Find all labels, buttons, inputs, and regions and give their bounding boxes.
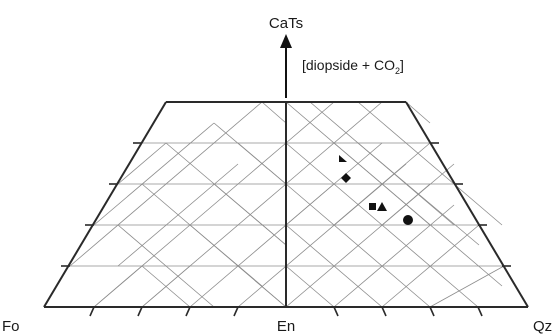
vertex-label-qz: Qz bbox=[533, 318, 552, 335]
sample-small-square bbox=[369, 203, 376, 210]
grid-diagonal-line bbox=[285, 265, 335, 308]
sample-small-triangle bbox=[339, 155, 347, 162]
tick-marks bbox=[61, 142, 511, 317]
note-suffix: ] bbox=[400, 57, 404, 73]
grid-diagonal-line bbox=[237, 142, 287, 185]
grid-diagonal-line bbox=[285, 183, 431, 308]
cats-label: CaTs bbox=[269, 15, 303, 32]
sample-diamond bbox=[341, 173, 351, 183]
grid-diagonal-line bbox=[213, 183, 287, 246]
grid-diagonal-line bbox=[237, 265, 287, 308]
tick-mark bbox=[185, 306, 191, 317]
outline-right-edge bbox=[405, 101, 529, 308]
grid-diagonal-line bbox=[69, 101, 263, 267]
cats-axis-arrow bbox=[280, 34, 292, 98]
tick-mark bbox=[429, 306, 435, 317]
note-subscript: 2 bbox=[395, 66, 400, 76]
sample-circle bbox=[403, 215, 413, 225]
grid-diagonal-line bbox=[117, 142, 167, 185]
grid-diagonal-line bbox=[357, 101, 503, 226]
grid-diagonal-line bbox=[261, 101, 287, 124]
vertex-label-fo: Fo bbox=[2, 318, 20, 335]
grid-diagonal-line bbox=[285, 224, 383, 308]
sample-markers bbox=[339, 155, 413, 225]
grid-diagonal-line bbox=[189, 142, 287, 226]
note-prefix: [diopside + CO bbox=[302, 57, 395, 73]
tick-mark bbox=[381, 306, 387, 317]
diopside-co2-note: [diopside + CO2] bbox=[302, 57, 404, 76]
grid-diagonal-line bbox=[141, 265, 191, 308]
grid-diagonal-line bbox=[429, 265, 505, 308]
tick-mark bbox=[477, 306, 483, 317]
grid-diagonal-line bbox=[333, 142, 503, 287]
grid-diagonal-line bbox=[285, 142, 479, 308]
diagram-outline bbox=[43, 101, 529, 308]
outline-left-edge bbox=[43, 101, 167, 308]
tick-mark bbox=[233, 306, 239, 317]
tick-mark bbox=[333, 306, 339, 317]
tick-mark bbox=[137, 306, 143, 317]
grid-diagonal-line bbox=[93, 122, 215, 226]
tick-mark bbox=[89, 306, 95, 317]
grid-diagonal-line bbox=[405, 101, 431, 124]
arrow-head-icon bbox=[280, 34, 292, 48]
vertex-label-en: En bbox=[277, 318, 295, 335]
grid-diagonal-line bbox=[117, 224, 215, 308]
grid-lines bbox=[69, 101, 505, 308]
sample-triangle bbox=[377, 202, 387, 211]
grid-diagonal-line bbox=[333, 204, 455, 308]
grid-diagonal-line bbox=[357, 142, 480, 246]
